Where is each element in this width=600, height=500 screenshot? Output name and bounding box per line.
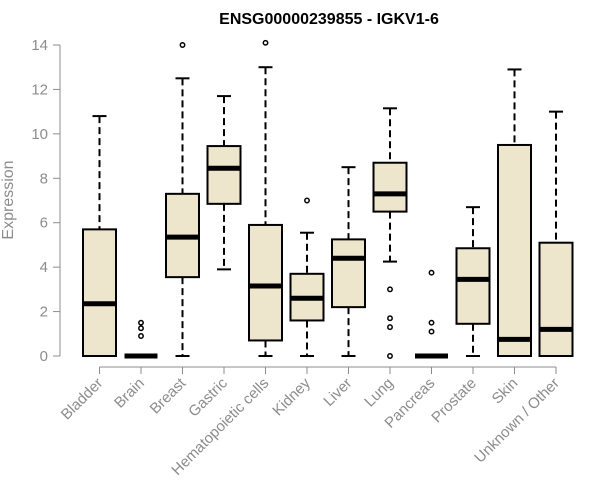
box-breast bbox=[165, 42, 200, 357]
outlier-point bbox=[179, 42, 186, 48]
box-bladder bbox=[82, 115, 117, 357]
box-hematopoietic-cells bbox=[248, 39, 283, 357]
y-tick-label: 10 bbox=[31, 126, 48, 143]
box-brain bbox=[124, 319, 158, 359]
box-skin bbox=[497, 68, 532, 357]
box-unknown-other bbox=[538, 110, 574, 357]
box-pancreas bbox=[415, 269, 448, 359]
outlier-point bbox=[387, 315, 393, 322]
box-lung bbox=[372, 107, 408, 359]
box-prostate bbox=[455, 206, 491, 357]
y-tick-label: 14 bbox=[31, 37, 48, 54]
y-tick-label: 0 bbox=[40, 348, 48, 365]
box-kidney bbox=[289, 197, 325, 357]
y-tick-label: 8 bbox=[40, 170, 48, 187]
box-liver bbox=[331, 166, 366, 357]
box-iqr bbox=[82, 228, 117, 357]
outlier-point bbox=[138, 325, 144, 332]
outlier-point bbox=[387, 286, 393, 293]
x-tick-label: Skin bbox=[489, 375, 522, 408]
x-tick-label: Liver bbox=[320, 375, 355, 410]
outlier-point bbox=[428, 269, 435, 276]
outlier-point bbox=[428, 319, 435, 326]
outlier-point bbox=[428, 328, 435, 335]
box-iqr bbox=[455, 247, 491, 325]
box-iqr bbox=[206, 145, 242, 205]
chart-title: ENSG00000239855 - IGKV1-6 bbox=[219, 11, 439, 28]
outlier-point bbox=[387, 324, 393, 331]
outlier-point bbox=[138, 319, 144, 326]
y-tick-label: 6 bbox=[40, 215, 48, 232]
box-series bbox=[82, 39, 574, 359]
box-iqr bbox=[538, 241, 574, 357]
outlier-point bbox=[138, 333, 144, 339]
x-tick-label: Prostate bbox=[428, 375, 480, 427]
box-iqr bbox=[248, 223, 283, 342]
x-tick-label: Bladder bbox=[58, 375, 107, 424]
y-tick-label: 2 bbox=[40, 304, 48, 321]
box-iqr bbox=[372, 161, 408, 213]
outlier-point bbox=[387, 353, 393, 359]
y-axis-label: Expression bbox=[0, 160, 17, 239]
y-tick-label: 12 bbox=[31, 81, 48, 98]
box-iqr bbox=[497, 143, 532, 357]
x-tick-label: Kidney bbox=[269, 374, 314, 419]
box-iqr bbox=[331, 238, 366, 309]
y-tick-label: 4 bbox=[40, 259, 48, 276]
y-axis: 0 2 4 6 8 10 12 14 bbox=[31, 37, 61, 365]
outlier-point bbox=[304, 197, 310, 204]
x-tick-label: Lung bbox=[361, 375, 397, 411]
x-tick-label: Breast bbox=[147, 374, 190, 417]
box-gastric bbox=[206, 95, 242, 271]
outlier-point bbox=[262, 39, 269, 46]
x-tick-label: Brain bbox=[111, 375, 148, 412]
